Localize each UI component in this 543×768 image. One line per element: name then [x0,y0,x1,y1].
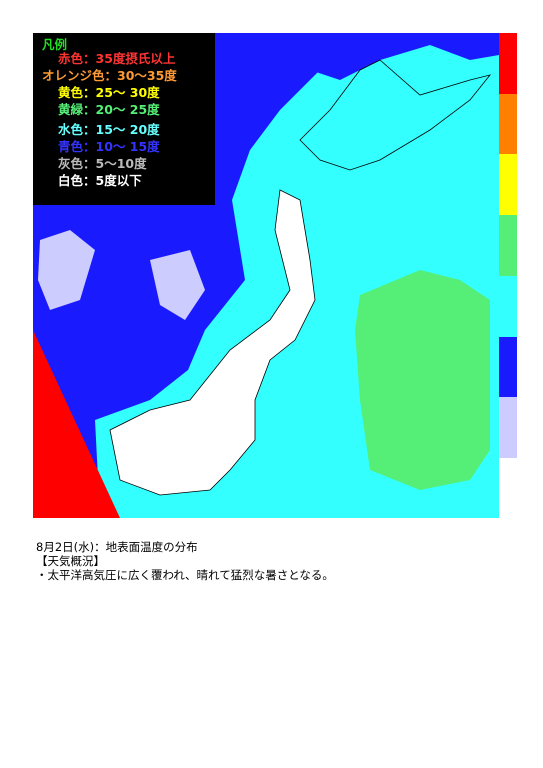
green-region [355,270,490,490]
land-white [109,189,316,496]
red-region [33,330,120,518]
legend-item: 黄色：25〜 30度 [58,85,160,100]
color-bar-lavender [499,397,517,458]
legend-item: 赤色：35度摂氏以上 [58,51,176,66]
legend-item: オレンジ色：30〜35度 [42,68,177,83]
legend-item: 黄緑：20〜 25度 [58,102,160,117]
lavender-patch [150,250,205,320]
legend-item: 白色：5度以下 [58,173,142,188]
legend-item: 青色：10〜 15度 [58,139,160,154]
color-bar-cyan [499,276,517,337]
caption: 8月2日(水)：地表面温度の分布 【天気概況】 ・太平洋高気圧に広く覆われ、晴れ… [36,540,334,582]
color-bar-green [499,215,517,276]
hokkaido-outline [299,59,492,171]
legend-item: 灰色：5〜10度 [58,156,147,171]
legend-title: 凡例 [42,37,67,52]
legend-box [33,33,215,205]
heading: 【天気概況】 [36,554,105,568]
color-bar-yellow [499,154,517,215]
summary: ・太平洋高気圧に広く覆われ、晴れて猛烈な暑さとなる。 [36,568,334,582]
legend-item: 水色：15〜 20度 [58,122,160,137]
lavender-patch [38,230,95,310]
blue-region-north [300,33,499,80]
color-bar-red [499,33,517,94]
date-line: 8月2日(水)：地表面温度の分布 [36,540,198,554]
color-bar-orange [499,94,517,154]
color-bar-blue [499,337,517,397]
